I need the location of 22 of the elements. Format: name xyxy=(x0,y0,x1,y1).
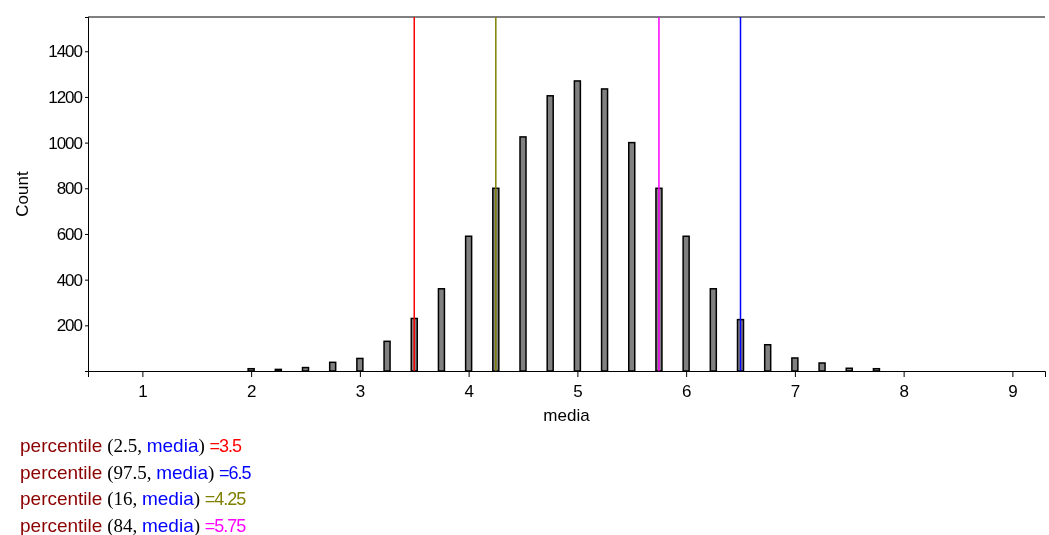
x-tick-label: 4 xyxy=(464,382,474,401)
y-tick-label: 600 xyxy=(56,224,83,244)
y-tick-label: 1400 xyxy=(48,42,83,62)
y-tick-label: 800 xyxy=(56,179,83,199)
text: percentile (84, media) =5.75 xyxy=(20,514,247,535)
text: percentile (16, media) =4.25 xyxy=(20,488,247,510)
text: percentile (97.5, media) =6.5 xyxy=(20,461,252,484)
x-axis-title: media xyxy=(543,406,591,425)
x-tick-label: 1 xyxy=(138,382,148,401)
y-tick-label: 1200 xyxy=(48,87,83,107)
x-tick-label: 8 xyxy=(899,382,909,401)
x-tick-label: 2 xyxy=(246,382,257,401)
x-tick-label: 5 xyxy=(573,382,583,401)
text: percentile (2.5, media) =3.5 xyxy=(20,435,243,457)
y-tick-label: 400 xyxy=(56,270,83,290)
x-tick-label: 7 xyxy=(790,382,801,401)
x-tick-label: 3 xyxy=(355,382,366,401)
y-axis-title: Count xyxy=(13,171,32,217)
y-tick-label: 1000 xyxy=(48,133,83,153)
x-tick-label: 6 xyxy=(681,382,692,401)
y-tick-label: 200 xyxy=(56,316,83,336)
x-tick-label: 9 xyxy=(1008,382,1018,401)
